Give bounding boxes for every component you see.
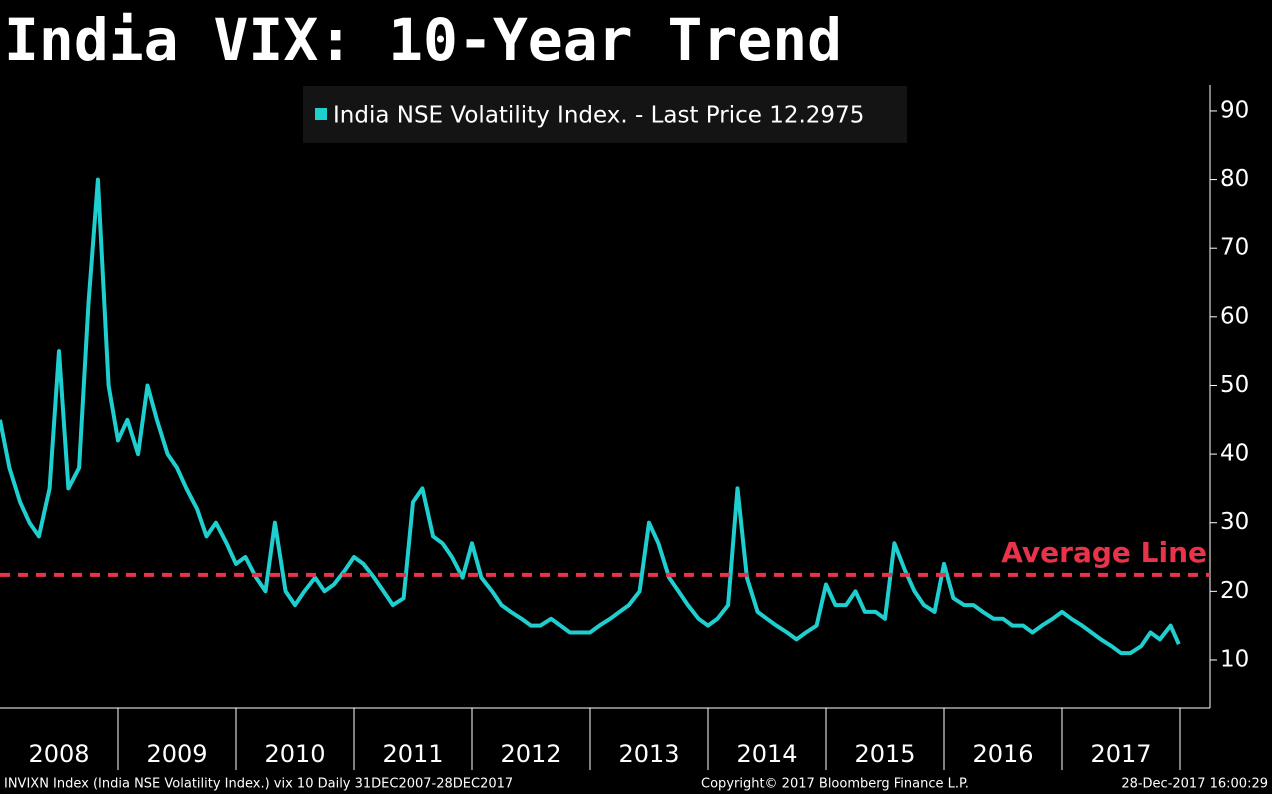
x-tick-label: 2012	[500, 740, 561, 768]
x-tick-label: 2014	[736, 740, 797, 768]
annotation-label: Average Line	[1001, 536, 1207, 569]
x-tick-label: 2008	[28, 740, 89, 768]
legend-box	[303, 86, 907, 143]
y-tick-label: 20	[1220, 578, 1249, 604]
y-tick-label: 90	[1220, 97, 1249, 123]
chart-title: India VIX: 10-Year Trend	[4, 6, 842, 74]
series-line	[0, 177, 1181, 656]
y-tick-label: 50	[1220, 372, 1249, 398]
x-tick-label: 2017	[1090, 740, 1151, 768]
x-tick-label: 2011	[382, 740, 443, 768]
x-tick-label: 2010	[264, 740, 325, 768]
legend-marker	[315, 108, 327, 120]
legend-label: India NSE Volatility Index. - Last Price…	[333, 103, 864, 129]
x-tick-label: 2009	[146, 740, 207, 768]
y-tick-label: 60	[1220, 303, 1249, 329]
x-tick-label: 2016	[972, 740, 1033, 768]
footer-middle: Copyright© 2017 Bloomberg Finance L.P.	[701, 777, 969, 792]
x-tick-label: 2013	[618, 740, 679, 768]
y-tick-label: 30	[1220, 509, 1249, 535]
footer-right: 28-Dec-2017 16:00:29	[1121, 777, 1268, 792]
y-tick-label: 10	[1220, 646, 1249, 672]
y-tick-label: 80	[1220, 166, 1249, 192]
y-tick-label: 70	[1220, 235, 1249, 261]
y-tick-label: 40	[1220, 441, 1249, 467]
x-tick-label: 2015	[854, 740, 915, 768]
footer-left: INVIXN Index (India NSE Volatility Index…	[4, 777, 513, 792]
